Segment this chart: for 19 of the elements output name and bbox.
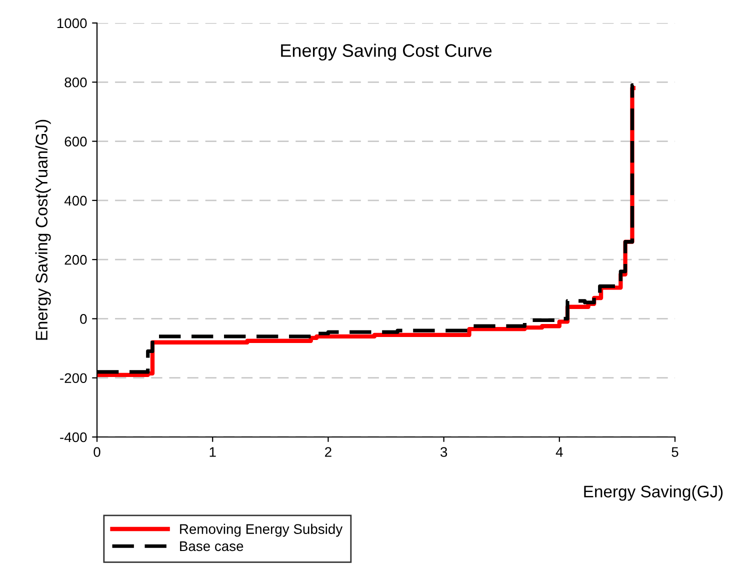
y-tick-label: 400 [64,196,87,206]
y-tick-label: 1000 [57,18,87,28]
y-axis-title: Energy Saving Cost(Yuan/GJ) [35,120,51,340]
x-tick-label: 3 [440,447,448,457]
legend-label: Base case [180,541,244,552]
x-tick-label: 2 [325,447,332,457]
text: Energy Saving Cost Curve [281,44,492,61]
y-tick-label: 600 [64,136,87,146]
y-tick-label: 200 [64,254,87,265]
x-tick-label: 4 [556,447,563,457]
x-tick-label: 0 [94,447,100,457]
legend-label: Removing Energy Subsidy [180,524,343,537]
x-tick-label: 5 [672,447,678,457]
y-tick-label: 800 [64,77,87,88]
x-tick-label: 1 [210,447,216,457]
y-tick-label: -200 [60,373,87,384]
x-axis-title: Energy Saving(GJ) [584,485,723,501]
y-tick-label: 0 [80,314,87,324]
y-tick-label: -400 [60,432,87,442]
